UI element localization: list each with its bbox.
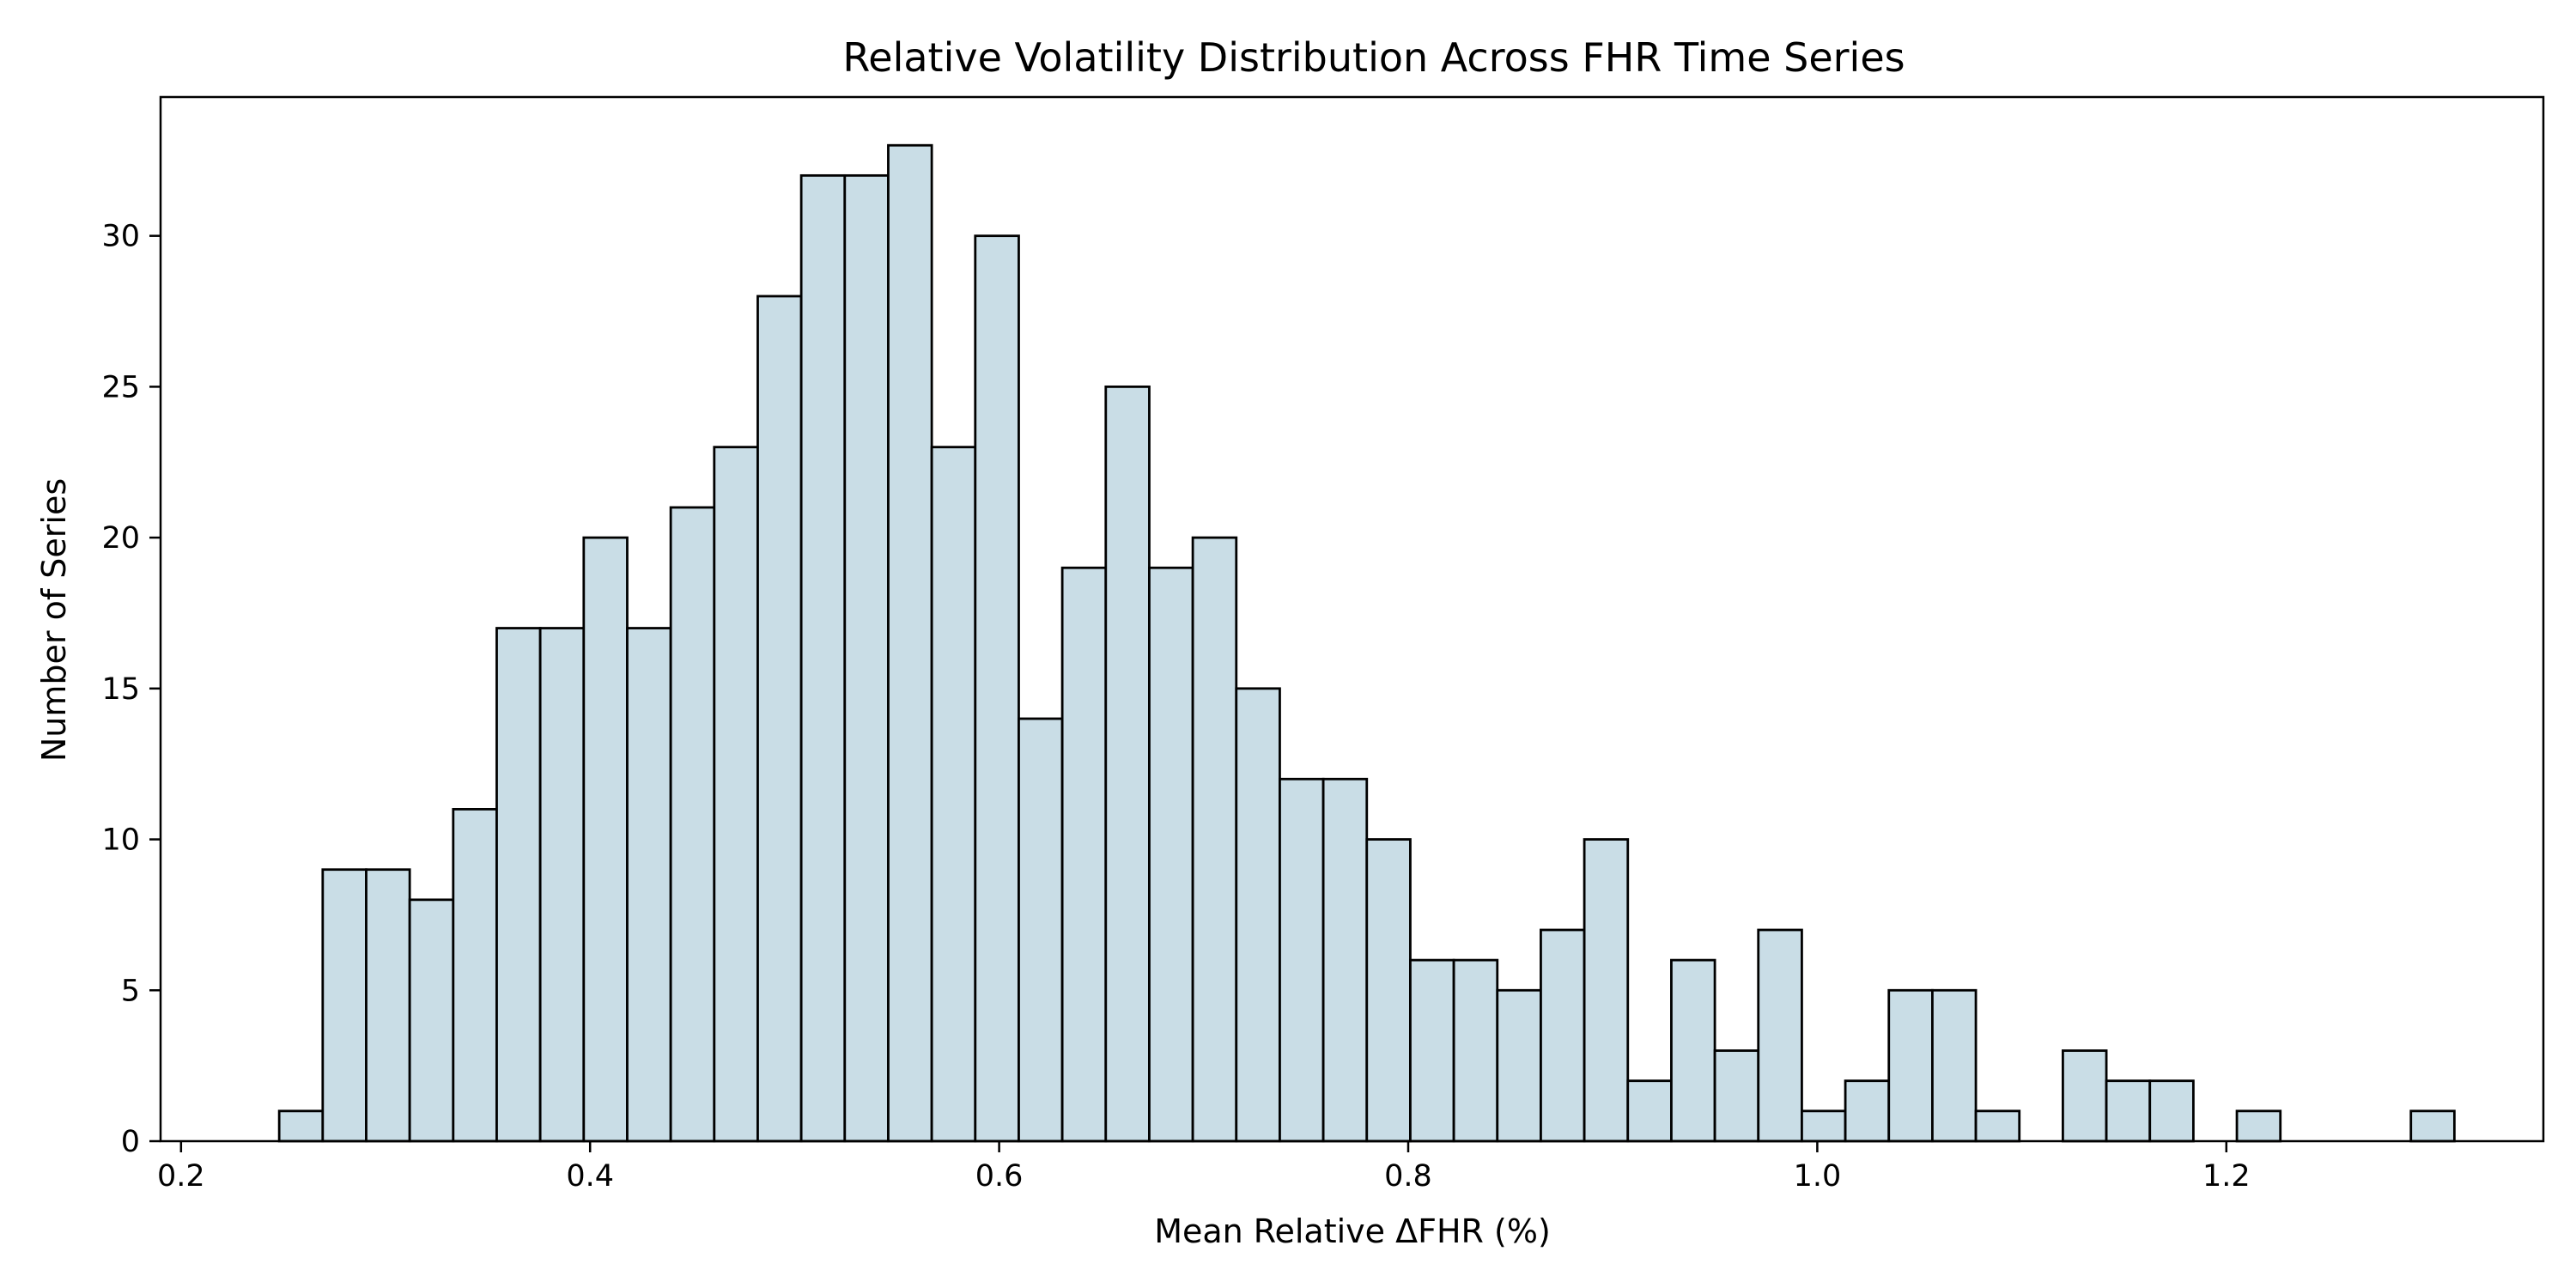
- y-tick-label: 10: [101, 823, 140, 858]
- histogram-bar: [1583, 838, 1630, 1143]
- histogram-bar: [756, 295, 803, 1143]
- histogram-bar: [1365, 838, 1412, 1143]
- x-tick-label: 0.2: [157, 1159, 205, 1194]
- histogram-bar: [626, 627, 672, 1143]
- histogram-bar: [1279, 777, 1325, 1143]
- histogram-bar: [1235, 687, 1281, 1143]
- histogram-bar: [1104, 385, 1151, 1143]
- histogram-bar: [1670, 958, 1716, 1143]
- histogram-bar: [974, 234, 1020, 1143]
- y-tick-label: 15: [101, 672, 140, 707]
- plot-frame: [159, 95, 2545, 1143]
- histogram-bar: [2409, 1109, 2456, 1143]
- histogram-bar: [1452, 958, 1499, 1143]
- histogram-bar: [1757, 928, 1803, 1143]
- histogram-bar: [843, 173, 890, 1143]
- histogram-bar: [887, 143, 933, 1143]
- histogram-bar: [1060, 566, 1108, 1143]
- x-tick-label: 0.8: [1384, 1159, 1432, 1194]
- histogram-bar: [1974, 1109, 2021, 1143]
- histogram-bar: [1801, 1109, 1847, 1143]
- histogram-bar: [1626, 1079, 1673, 1143]
- histogram-bar: [2062, 1049, 2108, 1143]
- histogram-bar: [1713, 1049, 1760, 1143]
- histogram-bar: [452, 808, 498, 1143]
- histogram-bar: [669, 506, 716, 1143]
- histogram-bar: [2148, 1079, 2195, 1143]
- histogram-bar: [799, 173, 847, 1143]
- histogram-bar: [1887, 988, 1934, 1143]
- x-tick-label: 1.2: [2202, 1159, 2251, 1194]
- histogram-bar: [1148, 566, 1194, 1143]
- histogram-bar: [582, 536, 629, 1143]
- histogram-bar: [1191, 536, 1238, 1143]
- y-axis-label: Number of Series: [35, 478, 73, 762]
- histogram-bar: [408, 898, 455, 1143]
- y-axis: 0 5 10 15 20 25 30: [101, 220, 161, 1159]
- histogram-bar: [1409, 958, 1455, 1143]
- chart-title: Relative Volatility Distribution Across …: [842, 34, 1905, 81]
- histogram-bar: [713, 446, 759, 1143]
- histogram-bar: [495, 627, 542, 1143]
- x-tick-label: 0.6: [975, 1159, 1024, 1194]
- y-tick-label: 20: [101, 521, 140, 556]
- histogram-bar: [277, 1109, 325, 1143]
- histogram-bar: [1321, 777, 1369, 1143]
- x-axis-label: Mean Relative ΔFHR (%): [1154, 1212, 1551, 1250]
- histogram-bar: [1844, 1079, 1891, 1143]
- histogram-bar: [2235, 1109, 2282, 1143]
- x-axis: 0.2 0.4 0.6 0.8 1.0 1.2: [157, 1141, 2251, 1194]
- histogram-bar: [538, 627, 586, 1143]
- histogram-bar: [930, 446, 977, 1143]
- histogram-bars: [277, 143, 2456, 1143]
- histogram-bar: [365, 868, 411, 1143]
- histogram-bar: [2105, 1079, 2152, 1143]
- y-tick-label: 25: [101, 370, 140, 404]
- y-tick-label: 30: [101, 220, 140, 254]
- y-tick-label: 0: [121, 1125, 140, 1159]
- x-tick-label: 1.0: [1794, 1159, 1842, 1194]
- histogram-bar: [1496, 988, 1542, 1143]
- histogram-bar: [1540, 928, 1586, 1143]
- y-tick-label: 5: [121, 974, 140, 1008]
- histogram-bar: [1931, 988, 1978, 1143]
- histogram-bar: [1018, 717, 1064, 1143]
- x-tick-label: 0.4: [566, 1159, 614, 1194]
- histogram-bar: [321, 868, 368, 1143]
